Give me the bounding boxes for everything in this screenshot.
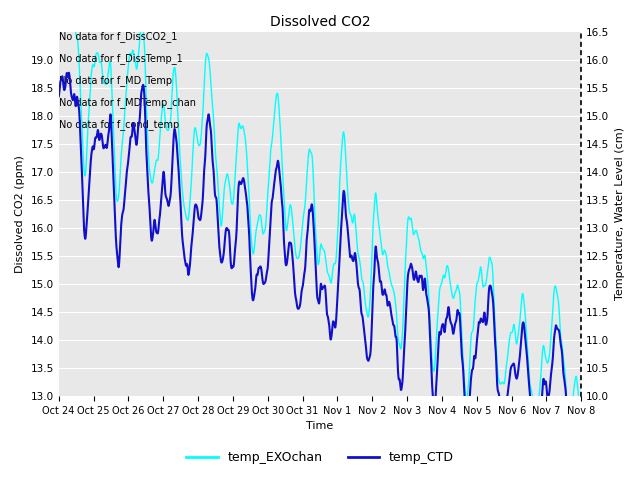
Text: No data for f_MD_Temp: No data for f_MD_Temp — [59, 75, 172, 86]
temp_EXOchan — [278, 157, 285, 163]
Y-axis label: Dissolved CO2 (ppm): Dissolved CO2 (ppm) — [15, 155, 25, 273]
temp_CTD — [255, 265, 263, 271]
Text: No data for f_DissCO2_1: No data for f_DissCO2_1 — [59, 32, 177, 42]
temp_EXOchan — [115, 195, 122, 201]
temp_EXOchan — [577, 403, 585, 408]
temp_CTD — [568, 433, 575, 439]
temp_CTD — [65, 70, 73, 76]
temp_EXOchan — [255, 213, 263, 218]
Text: No data for f_MDTemp_chan: No data for f_MDTemp_chan — [59, 97, 196, 108]
temp_CTD — [577, 438, 585, 444]
Y-axis label: Temperature, Water Level (cm): Temperature, Water Level (cm) — [615, 127, 625, 300]
temp_CTD — [577, 439, 584, 444]
temp_CTD — [146, 204, 154, 210]
temp_EXOchan — [146, 166, 154, 172]
temp_EXOchan — [568, 416, 575, 421]
Title: Dissolved CO2: Dissolved CO2 — [269, 15, 371, 29]
temp_CTD — [55, 94, 63, 99]
temp_EXOchan — [566, 425, 574, 431]
temp_CTD — [511, 368, 519, 374]
X-axis label: Time: Time — [307, 421, 333, 432]
Legend: temp_EXOchan, temp_CTD: temp_EXOchan, temp_CTD — [181, 446, 459, 469]
temp_CTD — [115, 264, 122, 270]
Line: temp_EXOchan: temp_EXOchan — [59, 0, 581, 428]
temp_EXOchan — [511, 328, 519, 334]
Text: No data for f_cond_temp: No data for f_cond_temp — [59, 119, 179, 130]
temp_CTD — [278, 199, 285, 205]
Line: temp_CTD: temp_CTD — [59, 73, 581, 442]
Text: No data for f_DissTemp_1: No data for f_DissTemp_1 — [59, 53, 182, 64]
